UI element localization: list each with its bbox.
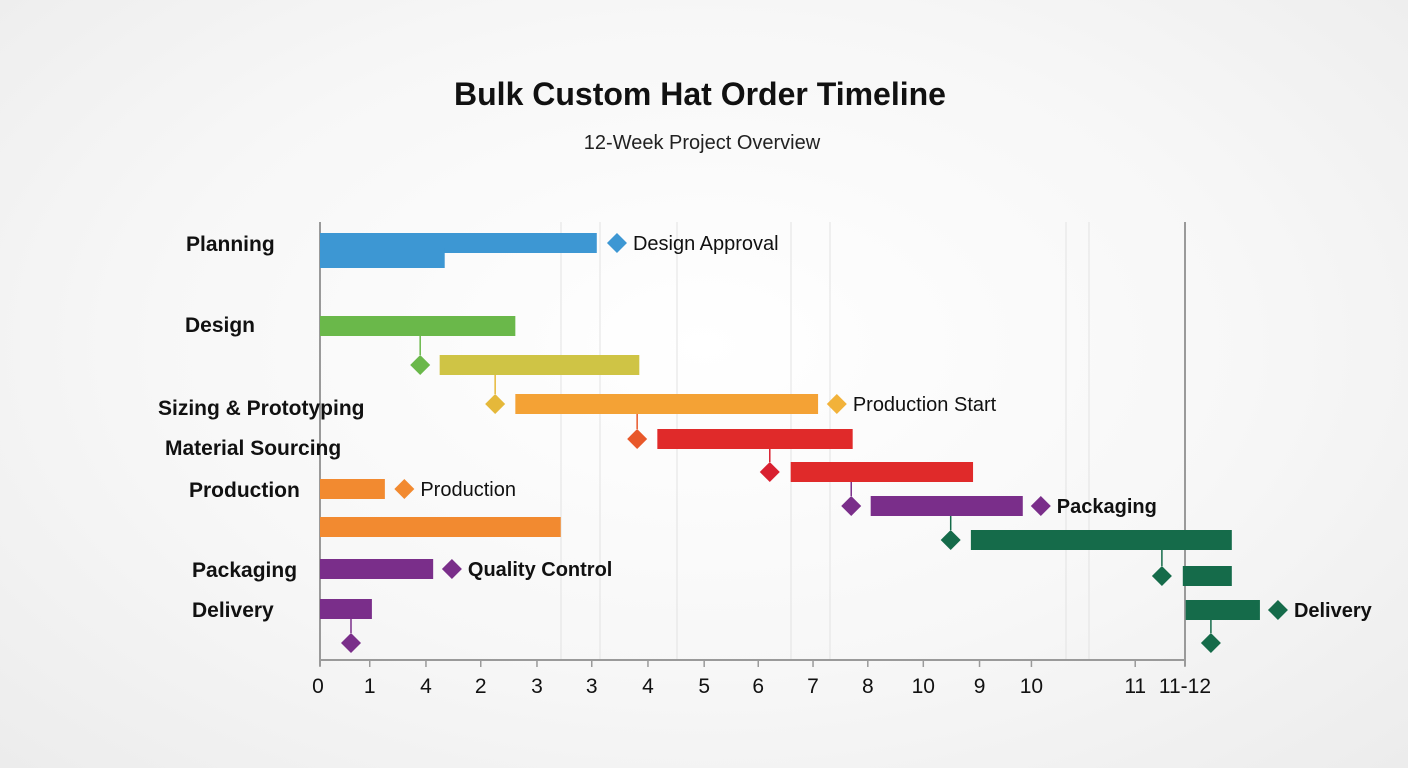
milestone-diamond-icon	[1030, 496, 1051, 516]
gantt-bar	[515, 394, 819, 414]
milestone-diamond-icon	[394, 479, 415, 499]
milestone-diamond-icon	[485, 394, 506, 414]
milestone-diamond-icon	[1151, 566, 1172, 586]
category-label: Delivery	[192, 599, 274, 622]
gantt-bar	[790, 462, 974, 482]
gantt-bar	[439, 355, 640, 375]
x-tick-label: 4	[642, 675, 654, 698]
gantt-bar	[320, 479, 385, 499]
category-label: Sizing & Prototyping	[158, 397, 364, 420]
milestone-label: Packaging	[1057, 496, 1157, 518]
gantt-bar	[657, 429, 853, 449]
milestone-diamond-icon	[1267, 600, 1288, 620]
x-tick-label: 3	[586, 675, 598, 698]
milestone-label: Quality Control	[468, 559, 612, 581]
x-tick-label: 10	[1020, 675, 1043, 698]
x-tick-label: 10	[912, 675, 935, 698]
x-tick-label: 0	[312, 675, 324, 698]
milestone-diamond-icon	[841, 496, 862, 516]
x-tick-label: 9	[974, 675, 986, 698]
category-label: Packaging	[192, 559, 297, 582]
x-tick-label: 5	[698, 675, 710, 698]
x-tick-label: 11	[1124, 675, 1146, 698]
category-label: Material Sourcing	[165, 437, 341, 460]
x-tick-label: 2	[475, 675, 487, 698]
x-tick-label: 1	[364, 675, 376, 698]
milestone-diamond-icon	[627, 429, 648, 449]
x-tick-label: 3	[531, 675, 543, 698]
x-tick-label: 7	[807, 675, 819, 698]
x-tick-label: 6	[752, 675, 764, 698]
gantt-bar	[320, 517, 561, 537]
gantt-bar	[320, 599, 372, 619]
milestone-label: Production	[420, 479, 516, 501]
gantt-bar	[970, 530, 1232, 550]
gantt-bar	[1182, 566, 1232, 586]
gantt-bar	[1185, 600, 1260, 620]
milestone-diamond-icon	[340, 633, 361, 653]
category-label: Production	[189, 479, 300, 502]
milestone-label: Design Approval	[633, 233, 779, 255]
chart-title: Bulk Custom Hat Order Timeline	[454, 76, 946, 112]
gantt-bar	[870, 496, 1023, 516]
milestone-diamond-icon	[410, 355, 431, 375]
gantt-bar	[320, 316, 516, 336]
gantt-bar	[320, 559, 434, 579]
x-tick-label: 8	[862, 675, 874, 698]
x-tick-label: 4	[420, 675, 432, 698]
milestone-diamond-icon	[1200, 633, 1221, 653]
milestone-diamond-icon	[940, 530, 961, 550]
milestone-label: Delivery	[1294, 600, 1373, 622]
chart-subtitle: 12-Week Project Overview	[583, 132, 821, 154]
milestone-diamond-icon	[826, 394, 847, 414]
milestone-diamond-icon	[759, 462, 780, 482]
category-label: Planning	[186, 233, 275, 256]
x-tick-label: 11-12	[1159, 675, 1211, 698]
category-label: Design	[185, 314, 255, 337]
gantt-bar	[320, 248, 445, 268]
milestone-diamond-icon	[441, 559, 462, 579]
milestone-diamond-icon	[606, 233, 627, 253]
milestone-label: Production Start	[853, 394, 997, 416]
